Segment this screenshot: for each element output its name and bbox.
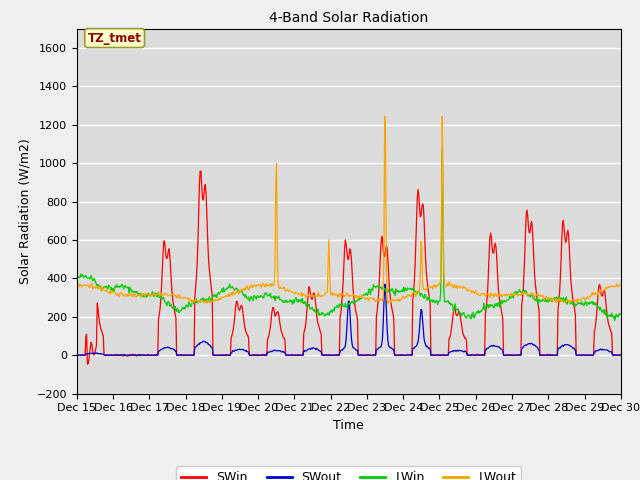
LWout <box>139 291 147 297</box>
SWin <box>140 352 147 358</box>
LWout <box>617 281 625 287</box>
LWin <box>617 311 625 317</box>
SWout <box>381 281 388 287</box>
SWout <box>139 352 147 358</box>
LWout <box>83 282 90 288</box>
LWout <box>195 299 202 305</box>
SWout <box>194 342 202 348</box>
LWout <box>431 282 439 288</box>
SWout <box>617 352 625 358</box>
LWin <box>194 299 202 304</box>
SWout <box>83 351 90 357</box>
Line: LWin: LWin <box>77 151 621 321</box>
LWin <box>611 318 619 324</box>
LWout <box>416 288 424 294</box>
SWin <box>84 361 92 367</box>
SWin <box>417 214 424 220</box>
LWin <box>438 148 446 154</box>
LWin <box>139 294 147 300</box>
LWin <box>223 286 230 291</box>
SWin <box>73 352 81 358</box>
Line: SWin: SWin <box>77 171 621 364</box>
Line: SWout: SWout <box>77 284 621 355</box>
SWout <box>431 352 439 358</box>
Line: LWout: LWout <box>77 116 621 303</box>
LWin <box>431 299 438 305</box>
SWin <box>224 352 232 358</box>
SWin <box>617 352 625 358</box>
X-axis label: Time: Time <box>333 419 364 432</box>
Y-axis label: Solar Radiation (W/m2): Solar Radiation (W/m2) <box>18 138 31 284</box>
LWout <box>73 281 81 287</box>
SWin <box>197 168 205 174</box>
LWout <box>223 294 231 300</box>
SWout <box>416 325 424 331</box>
Title: 4-Band Solar Radiation: 4-Band Solar Radiation <box>269 11 428 25</box>
Text: TZ_tmet: TZ_tmet <box>88 32 141 45</box>
SWin <box>195 212 202 218</box>
LWin <box>415 289 422 295</box>
LWout <box>438 113 446 119</box>
SWout <box>73 352 81 358</box>
LWin <box>83 275 90 280</box>
SWout <box>223 352 230 358</box>
LWin <box>73 279 81 285</box>
SWin <box>433 352 440 358</box>
LWout <box>189 300 196 306</box>
SWin <box>83 331 90 337</box>
Legend: SWin, SWout, LWin, LWout: SWin, SWout, LWin, LWout <box>176 467 522 480</box>
